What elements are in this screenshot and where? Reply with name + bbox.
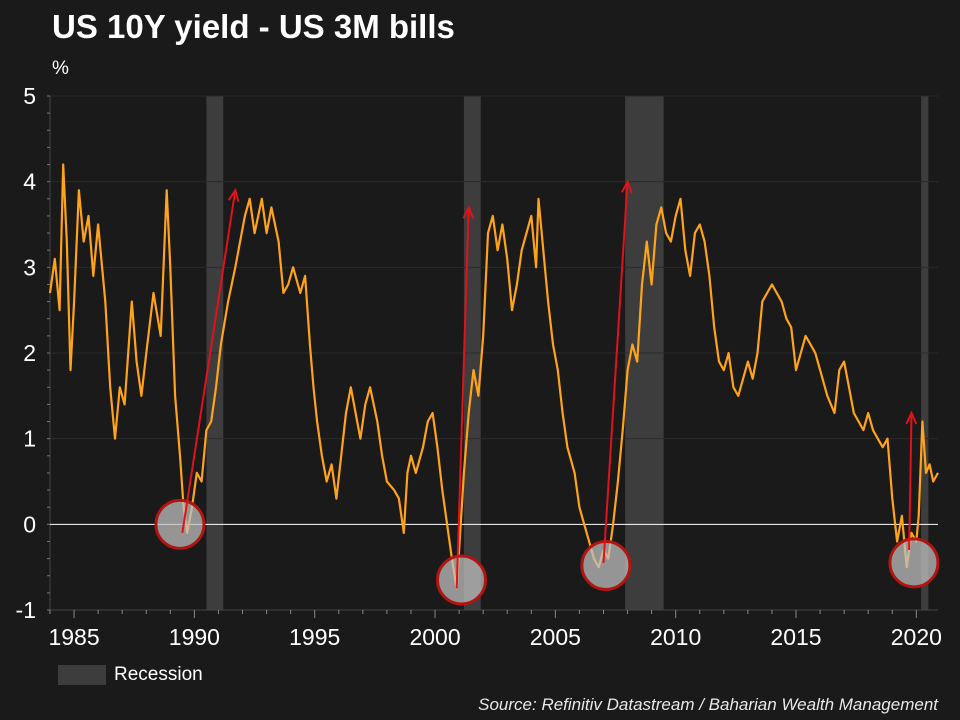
spread-series-line (48, 163, 939, 590)
x-tick-label: 1990 (169, 624, 220, 650)
legend: Recession (58, 664, 203, 686)
x-tick-label: 2000 (409, 624, 460, 650)
y-axis-unit: % (52, 58, 69, 79)
y-tick-label: -1 (16, 597, 36, 623)
arrow-shaft (602, 181, 629, 563)
arrow-head (227, 187, 240, 203)
x-tick-label: 1995 (289, 624, 340, 650)
y-tick-label: 5 (23, 83, 36, 109)
y-tick-label: 4 (23, 169, 36, 195)
arrow-shaft (181, 190, 237, 534)
inversion-circle (888, 537, 940, 589)
arrow-head (462, 204, 475, 219)
arrow-shaft (908, 412, 913, 551)
recession-swatch (58, 665, 106, 685)
source-note: Source: Refinitiv Datastream / Baharian … (478, 695, 938, 714)
x-tick-label: 2020 (891, 624, 942, 650)
arrow-head (905, 410, 918, 425)
legend-label-recession: Recession (114, 664, 203, 685)
x-tick-label: 2015 (770, 624, 821, 650)
inversion-circle (154, 498, 206, 550)
y-tick-label: 1 (23, 426, 36, 452)
x-tick-label: 2005 (530, 624, 581, 650)
x-tick-label: 1985 (48, 624, 99, 650)
inversion-circle (580, 539, 632, 591)
x-tick-label: 2010 (650, 624, 701, 650)
inversion-circle (436, 554, 488, 606)
page-title: US 10Y yield - US 3M bills (52, 8, 455, 45)
arrow-head (620, 179, 633, 194)
arrow-shaft (455, 207, 470, 589)
y-tick-label: 0 (23, 511, 36, 537)
y-tick-label: 3 (23, 254, 36, 280)
y-tick-label: 2 (23, 340, 36, 366)
